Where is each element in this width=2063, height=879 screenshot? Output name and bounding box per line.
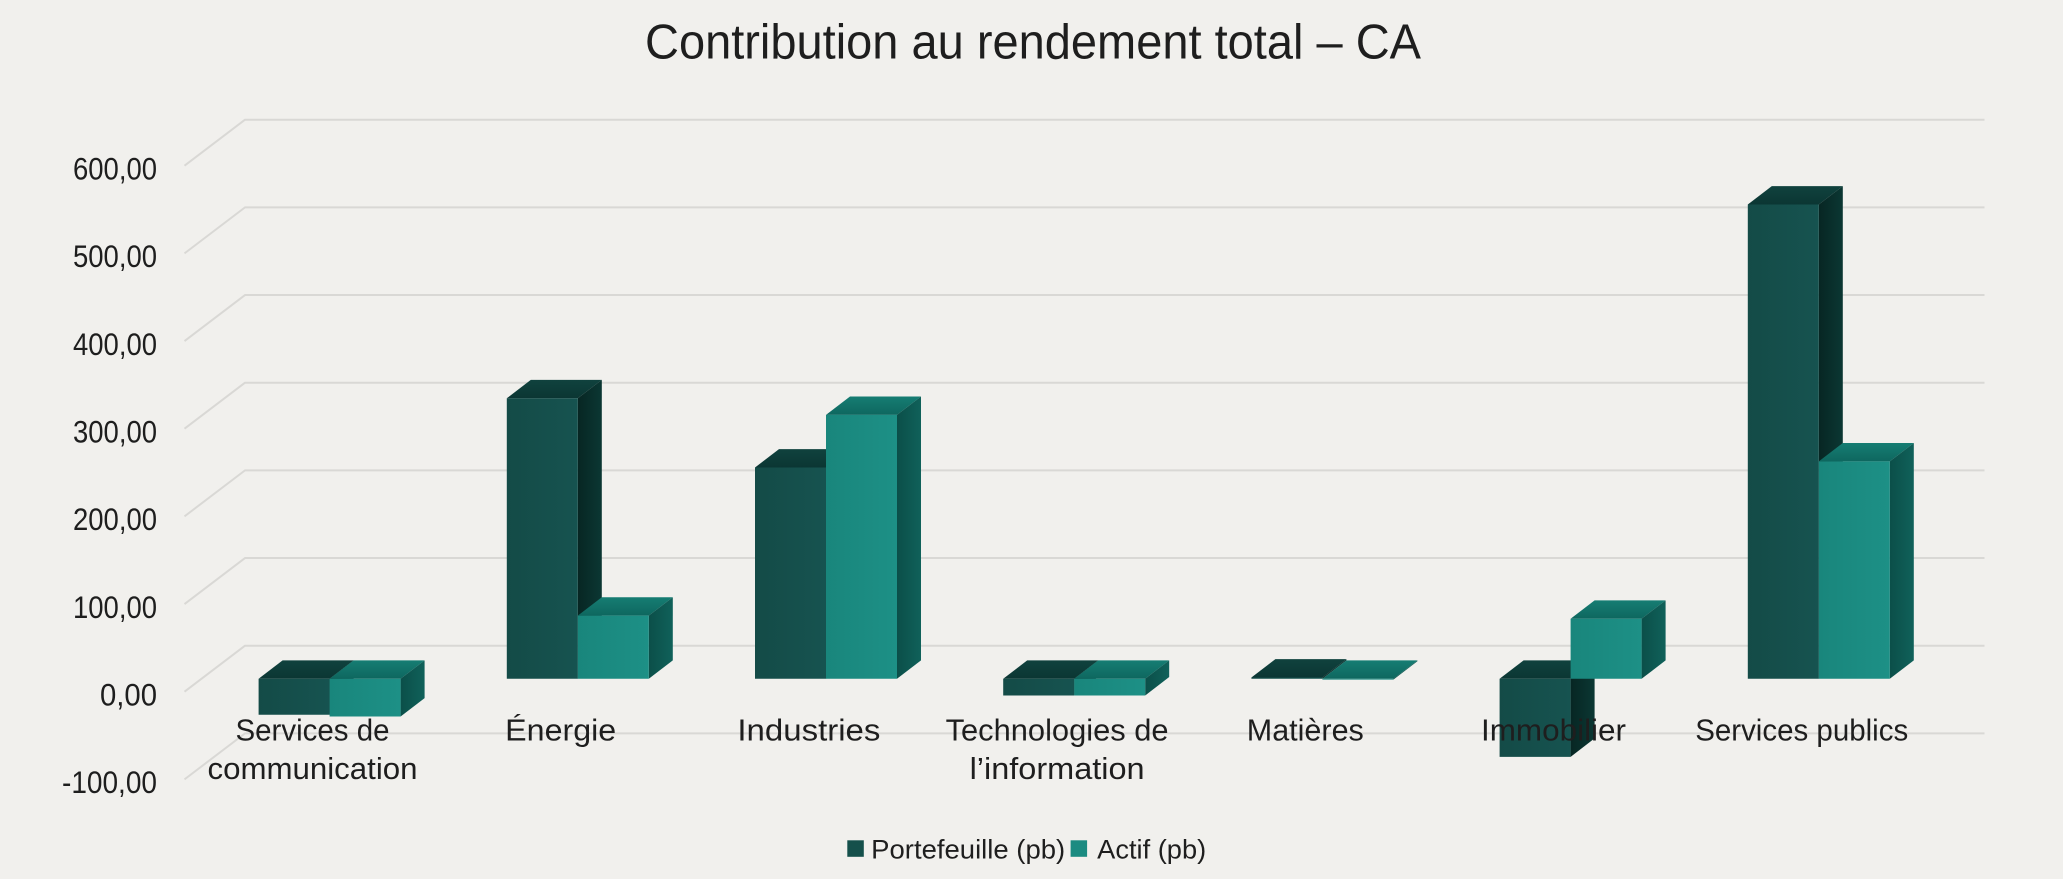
- svg-text:500,00: 500,00: [73, 238, 157, 274]
- svg-text:300,00: 300,00: [73, 414, 157, 450]
- svg-text:100,00: 100,00: [73, 589, 157, 625]
- svg-text:0,00: 0,00: [100, 677, 157, 713]
- svg-text:Technologies de: Technologies de: [946, 713, 1169, 748]
- svg-text:Actif (pb): Actif (pb): [1097, 834, 1206, 864]
- svg-text:communication: communication: [208, 751, 418, 786]
- svg-text:Services publics: Services publics: [1695, 713, 1908, 748]
- svg-text:Services de: Services de: [236, 713, 390, 748]
- svg-text:200,00: 200,00: [73, 501, 157, 537]
- svg-text:Contribution au rendement tota: Contribution au rendement total – CA: [645, 16, 1421, 70]
- svg-text:400,00: 400,00: [73, 326, 157, 362]
- svg-text:Matières: Matières: [1247, 713, 1364, 748]
- svg-text:Portefeuille (pb): Portefeuille (pb): [871, 834, 1065, 864]
- svg-text:-100,00: -100,00: [62, 764, 157, 800]
- svg-text:600,00: 600,00: [73, 151, 157, 187]
- svg-text:Énergie: Énergie: [505, 713, 616, 748]
- svg-text:Immobilier: Immobilier: [1481, 713, 1626, 748]
- svg-text:l’information: l’information: [970, 751, 1145, 786]
- svg-text:Industries: Industries: [737, 713, 880, 748]
